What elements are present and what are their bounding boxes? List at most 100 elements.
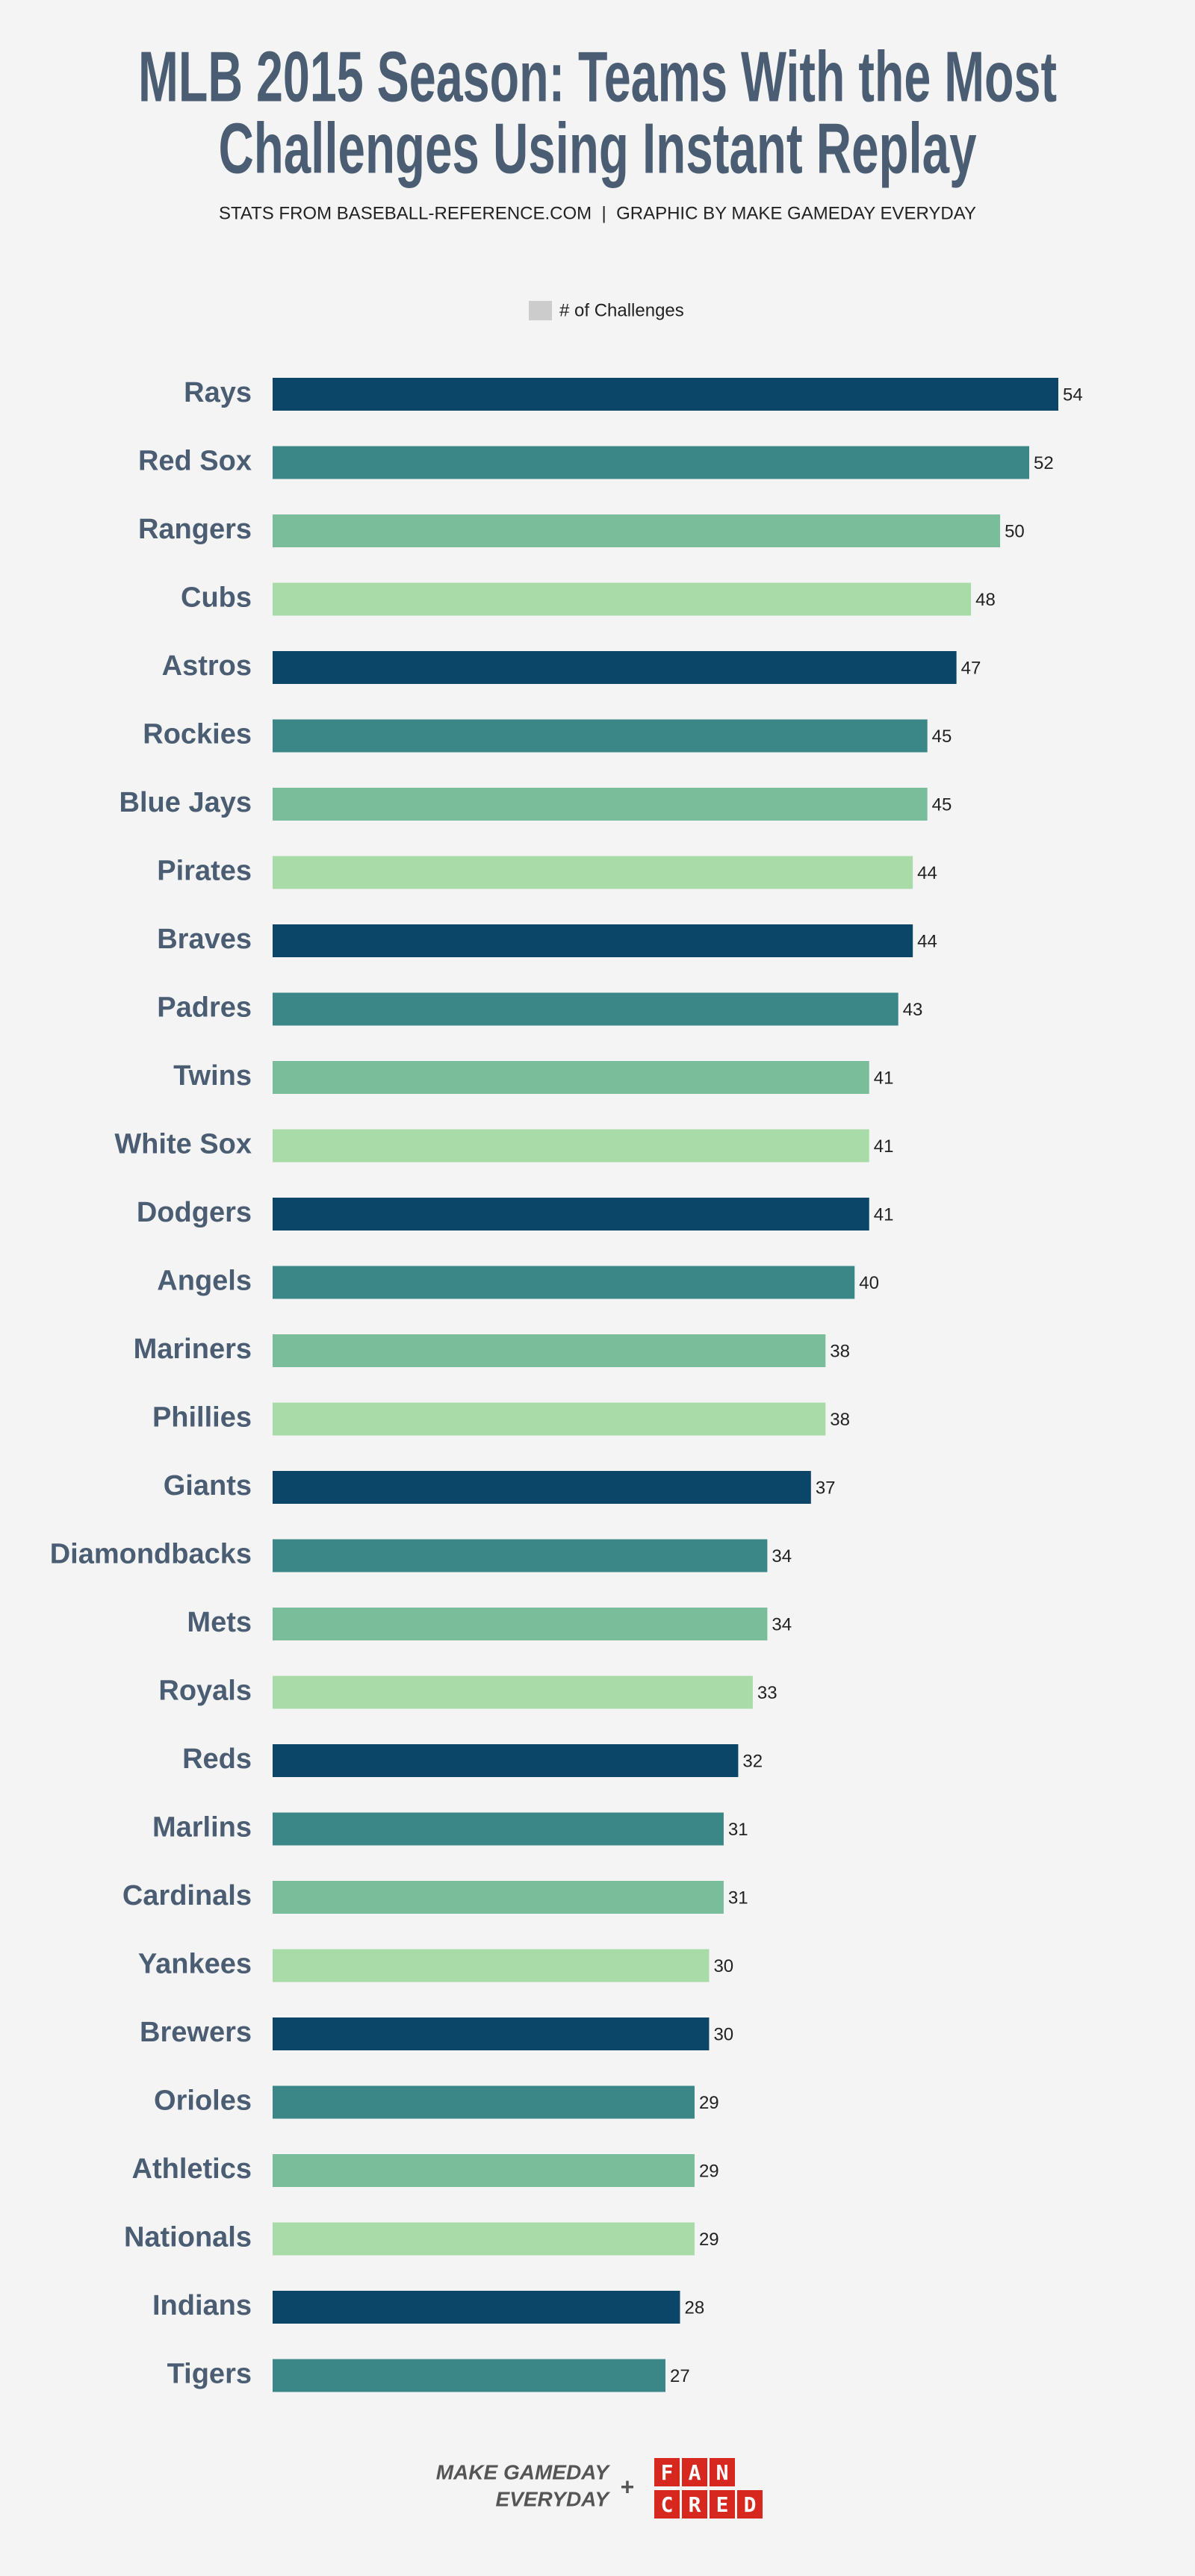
fancred-letter: N	[716, 2460, 729, 2485]
y-tick-label: Athletics	[132, 2153, 252, 2185]
data-label: 45	[932, 727, 952, 747]
bar	[273, 924, 913, 957]
data-label: 29	[699, 2093, 719, 2113]
fancred-letter: F	[661, 2460, 674, 2485]
fancred-letter: C	[661, 2492, 674, 2517]
data-label: 28	[684, 2297, 704, 2318]
y-tick-label: Blue Jays	[120, 787, 252, 818]
bar	[273, 1949, 710, 1982]
chart-title: Challenges Using Instant Replay	[219, 108, 977, 188]
y-tick-label: Nationals	[124, 2222, 252, 2253]
y-tick-label: Indians	[152, 2290, 252, 2321]
data-label: 31	[728, 1888, 748, 1908]
y-tick-label: Reds	[182, 1743, 252, 1775]
y-tick-label: Tigers	[167, 2359, 252, 2390]
bar	[273, 514, 1001, 547]
y-tick-label: Brewers	[140, 2017, 252, 2048]
bar	[273, 2085, 695, 2119]
bar	[273, 2291, 680, 2324]
fancred-letter: A	[689, 2460, 701, 2485]
bar	[273, 1129, 869, 1163]
data-label: 41	[874, 1068, 894, 1088]
data-label: 29	[699, 2230, 719, 2250]
legend: # of Challenges	[529, 300, 684, 320]
y-tick-label: Red Sox	[138, 446, 252, 477]
y-tick-label: Twins	[173, 1060, 252, 1092]
data-label: 37	[816, 1478, 836, 1498]
data-label: 29	[699, 2161, 719, 2181]
fancred-tile	[710, 2490, 735, 2519]
y-tick-label: Braves	[157, 924, 252, 955]
y-tick-label: Giants	[164, 1470, 252, 1502]
bar	[273, 1198, 869, 1231]
data-label: 54	[1063, 385, 1083, 405]
fancred-tile	[654, 2490, 680, 2519]
legend-label: # of Challenges	[559, 300, 684, 320]
y-tick-label: Angels	[157, 1266, 252, 1297]
fancred-letter: E	[716, 2492, 729, 2517]
data-label: 34	[772, 1546, 792, 1567]
bar	[273, 378, 1058, 411]
bar	[273, 1744, 739, 1777]
fancred-letter: R	[689, 2492, 701, 2517]
bar	[273, 2154, 695, 2187]
bar	[273, 1471, 811, 1504]
bar	[273, 2017, 710, 2050]
fancred-tile	[682, 2490, 707, 2519]
y-tick-label: Mariners	[134, 1334, 252, 1365]
data-label: 31	[728, 1820, 748, 1840]
y-tick-label: Mets	[187, 1607, 252, 1638]
bar	[273, 651, 957, 684]
data-label: 52	[1034, 453, 1054, 473]
bar	[273, 719, 928, 753]
bar	[273, 582, 972, 616]
data-label: 43	[903, 1000, 923, 1020]
bar	[273, 1061, 869, 1094]
data-label: 50	[1005, 521, 1025, 541]
y-tick-label: Dodgers	[137, 1197, 252, 1228]
data-label: 44	[917, 931, 937, 951]
y-tick-label: Cardinals	[122, 1880, 252, 1911]
footer-logo-text: EVERYDAY	[496, 2487, 611, 2510]
plot: Rays 54 Red Sox 52 Rangers 50 Cubs 48 Astros 47 Ro…	[50, 377, 1083, 2392]
bar	[273, 1402, 826, 1436]
data-label: 41	[874, 1136, 894, 1157]
y-tick-label: White Sox	[114, 1129, 252, 1160]
data-label: 47	[961, 658, 981, 678]
chart-title: MLB 2015 Season: Teams With the Most	[138, 37, 1057, 116]
bar	[273, 1266, 855, 1299]
data-label: 44	[917, 863, 937, 883]
data-label: 38	[830, 1410, 850, 1430]
data-label: 33	[757, 1683, 777, 1703]
data-label: 27	[670, 2366, 690, 2386]
y-tick-label: Rays	[184, 377, 252, 408]
bar	[273, 2222, 695, 2256]
bar	[273, 2359, 665, 2392]
bar	[273, 446, 1030, 479]
data-label: 32	[742, 1751, 763, 1771]
data-label: 48	[975, 590, 996, 610]
fancred-tile	[737, 2490, 763, 2519]
data-label: 34	[772, 1614, 792, 1634]
bar	[273, 1539, 768, 1572]
y-tick-label: Pirates	[157, 856, 252, 887]
y-tick-label: Yankees	[138, 1949, 252, 1980]
y-tick-label: Phillies	[152, 1402, 252, 1434]
footer: MAKE GAMEDAY EVERYDAY + F A N C R E D	[436, 2458, 763, 2519]
data-label: 30	[713, 1956, 733, 1976]
bar	[273, 1881, 724, 1914]
y-tick-label: Rangers	[138, 514, 252, 545]
data-label: 30	[713, 2024, 733, 2044]
y-tick-label: Rockies	[143, 719, 252, 750]
subtitle: STATS FROM BASEBALL-REFERENCE.COM | GRAP…	[219, 203, 976, 223]
y-tick-label: Royals	[158, 1676, 252, 1707]
fancred-tile	[654, 2458, 680, 2486]
bar	[273, 992, 898, 1026]
bar	[273, 1812, 724, 1846]
bar	[273, 1334, 826, 1367]
y-tick-label: Astros	[162, 650, 252, 682]
fancred-tile	[710, 2458, 735, 2486]
bar	[273, 1608, 768, 1640]
y-tick-label: Padres	[157, 992, 252, 1024]
